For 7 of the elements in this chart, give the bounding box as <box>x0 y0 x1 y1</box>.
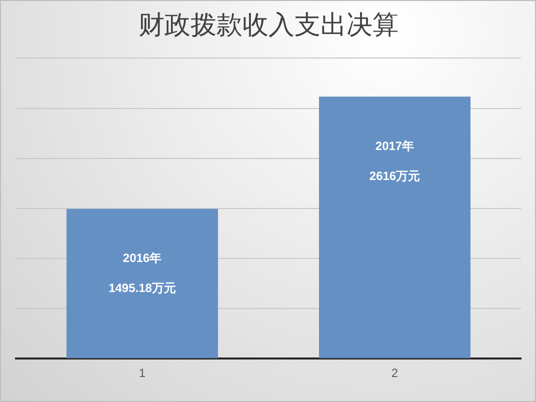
x-tick-label: 2 <box>391 366 398 380</box>
data-label: 1495.18万元 <box>108 281 176 296</box>
x-tick-label: 1 <box>138 366 146 380</box>
data-label: 2616万元 <box>369 168 420 183</box>
annotation: 2016年 <box>122 251 162 266</box>
annotation: 2017年 <box>375 138 414 153</box>
chart-title: 财政拨款收入支出决算 <box>138 10 398 40</box>
